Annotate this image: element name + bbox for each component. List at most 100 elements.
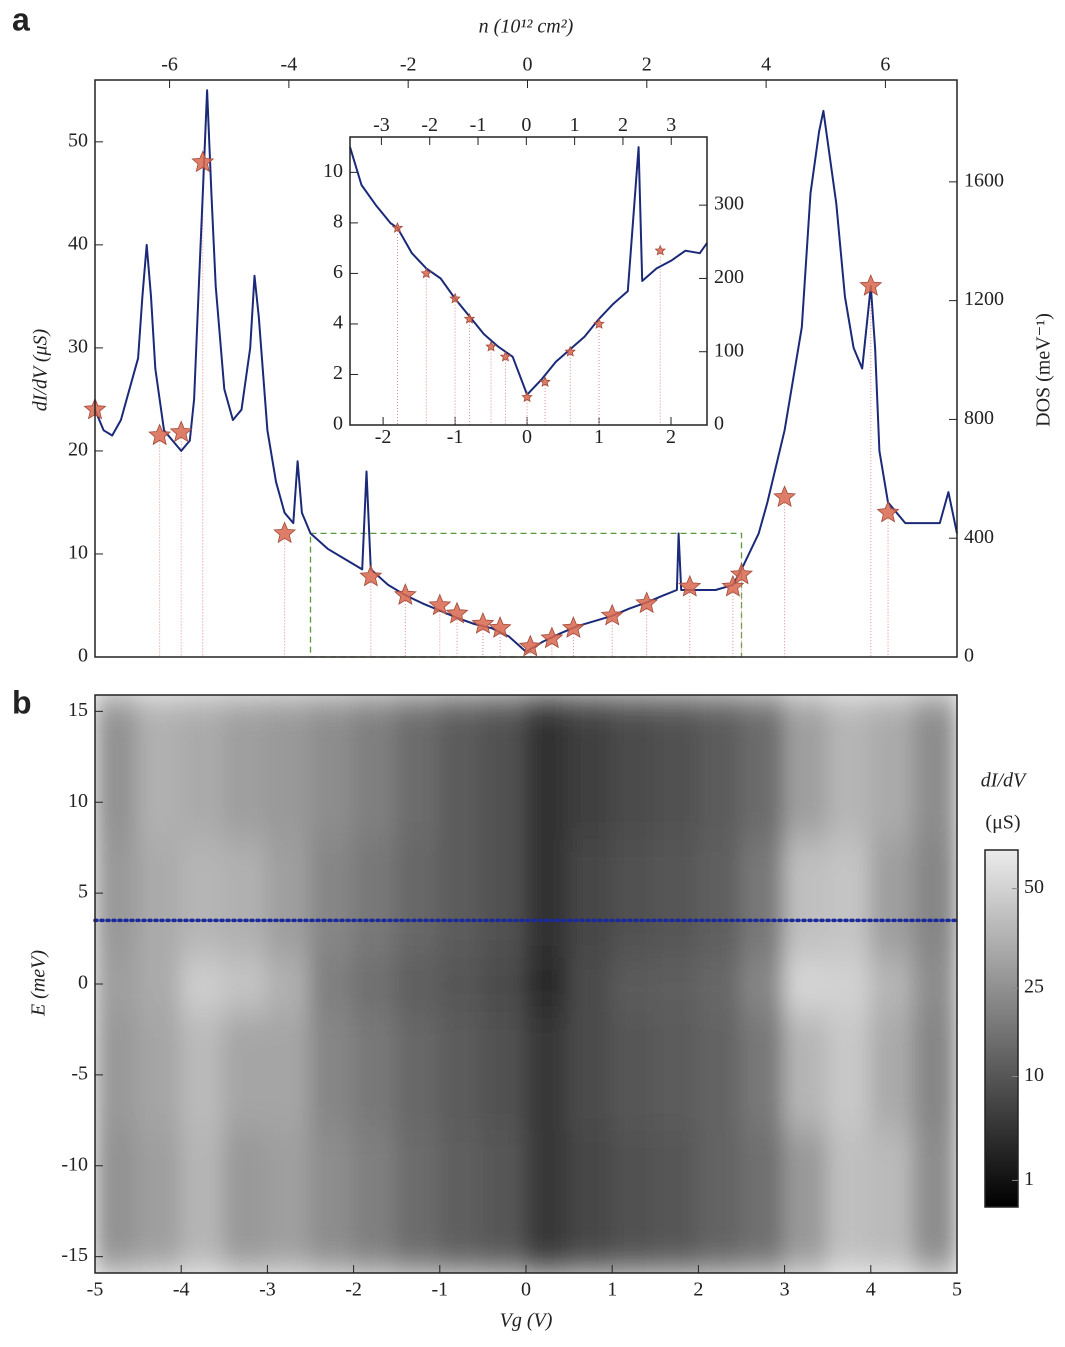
x-tick-label: 0 xyxy=(522,426,532,448)
heatmap-cell xyxy=(137,955,183,1013)
y-tick-label: 10 xyxy=(68,790,88,812)
colorbar-tick-label: 10 xyxy=(1024,1064,1044,1086)
star-marker xyxy=(521,391,533,403)
y-tick-label: 0 xyxy=(78,645,88,667)
heatmap-cell xyxy=(438,1128,484,1273)
heatmap-cell xyxy=(223,837,269,958)
x2-tick-label: -4 xyxy=(281,54,298,76)
heatmap-cell xyxy=(223,955,269,1013)
heatmap-cell xyxy=(611,1128,657,1273)
y-axis-label: E (meV) xyxy=(28,950,50,1017)
heatmap-cell xyxy=(525,837,571,958)
heatmap-cell xyxy=(395,1010,441,1131)
colorbar xyxy=(984,849,1019,1208)
heatmap-cell xyxy=(869,1128,915,1273)
heatmap-cell xyxy=(438,837,484,958)
star-marker xyxy=(654,244,666,256)
heatmap-cell xyxy=(223,1010,269,1131)
heatmap-cell xyxy=(826,1128,872,1273)
heatmap-cell xyxy=(568,1128,614,1273)
star-marker xyxy=(635,591,659,614)
star-marker xyxy=(485,340,497,352)
heatmap-cell xyxy=(654,1010,700,1131)
heatmap-cell xyxy=(697,837,743,958)
heatmap-cell xyxy=(266,1128,312,1273)
heatmap-cell xyxy=(611,837,657,958)
heatmap-cell xyxy=(352,695,398,840)
heatmap-cell xyxy=(137,837,183,958)
heatmap-cell xyxy=(697,955,743,1013)
heatmap-cell xyxy=(137,695,183,840)
x-axis-label: Vg (V) xyxy=(500,1310,553,1332)
x2-tick-label: -3 xyxy=(373,114,390,136)
x2-axis-label: n (10¹² cm²) xyxy=(479,16,574,38)
star-marker xyxy=(449,292,461,304)
star-marker xyxy=(488,616,512,638)
y2-axis-label: DOS (meV⁻¹) xyxy=(1033,313,1055,427)
heatmap-cell xyxy=(869,955,915,1013)
y2-tick-label: 1600 xyxy=(964,169,1004,191)
heatmap-cell xyxy=(95,695,140,840)
heatmap-cell xyxy=(309,1010,355,1131)
star-marker xyxy=(391,221,404,233)
y2-tick-label: 200 xyxy=(714,266,744,288)
frame xyxy=(94,694,958,1274)
y-tick-label: 40 xyxy=(68,232,88,254)
heatmap-cell xyxy=(912,695,957,840)
heatmap-cell xyxy=(697,695,743,840)
y-tick-label: 10 xyxy=(68,542,88,564)
data-line xyxy=(349,146,708,396)
heatmap-cell xyxy=(180,1010,226,1131)
star-marker xyxy=(540,626,564,649)
x-tick-label: 3 xyxy=(780,1279,790,1301)
heatmap-cell xyxy=(568,837,614,958)
y-tick-label: 0 xyxy=(78,972,88,994)
y-tick-label: 20 xyxy=(68,439,88,461)
x2-tick-label: 0 xyxy=(522,54,532,76)
star-marker xyxy=(564,345,576,357)
star-marker xyxy=(359,564,383,587)
y2-tick-label: 800 xyxy=(964,407,994,429)
heatmap-cell xyxy=(481,837,527,958)
y2-tick-label: 100 xyxy=(714,339,744,361)
heatmap-cell xyxy=(697,1010,743,1131)
frame xyxy=(94,79,958,658)
x-tick-label: 2 xyxy=(693,1279,703,1301)
star-marker xyxy=(729,562,754,585)
x-tick-label: -1 xyxy=(431,1279,448,1301)
y-tick-label: 8 xyxy=(333,210,343,232)
heatmap-cell xyxy=(266,955,312,1013)
heatmap-cell xyxy=(180,695,226,840)
heatmap-cell xyxy=(438,955,484,1013)
heatmap-cell xyxy=(740,837,786,958)
x2-tick-label: -6 xyxy=(161,54,178,76)
heatmap-cell xyxy=(869,1010,915,1131)
heatmap-cell xyxy=(568,1010,614,1131)
heatmap-cell xyxy=(266,837,312,958)
heatmap-cell xyxy=(180,1128,226,1273)
x-tick-label: 4 xyxy=(866,1279,876,1301)
heatmap-cell xyxy=(783,1010,829,1131)
heatmap-cell xyxy=(309,695,355,840)
heatmap-cell xyxy=(568,695,614,840)
x-tick-label: -2 xyxy=(375,426,392,448)
heatmap-cell xyxy=(266,695,312,840)
heatmap-cell xyxy=(611,955,657,1013)
heatmap-cell xyxy=(223,695,269,840)
heatmap-cell xyxy=(352,837,398,958)
x2-tick-label: 1 xyxy=(570,114,580,136)
star-marker xyxy=(600,603,624,626)
x2-tick-label: -2 xyxy=(400,54,417,76)
colorbar-tick-label: 50 xyxy=(1024,876,1044,898)
heatmap-cell xyxy=(740,695,786,840)
heatmap-cell xyxy=(740,955,786,1013)
colorbar-tick-label: 25 xyxy=(1024,976,1044,998)
y2-tick-label: 0 xyxy=(714,413,724,435)
x2-tick-label: -2 xyxy=(421,114,438,136)
x-tick-label: -5 xyxy=(87,1279,104,1301)
star-marker xyxy=(169,420,193,443)
y2-tick-label: 300 xyxy=(714,193,744,215)
star-marker xyxy=(273,521,297,544)
heatmap-cell xyxy=(525,1128,571,1273)
